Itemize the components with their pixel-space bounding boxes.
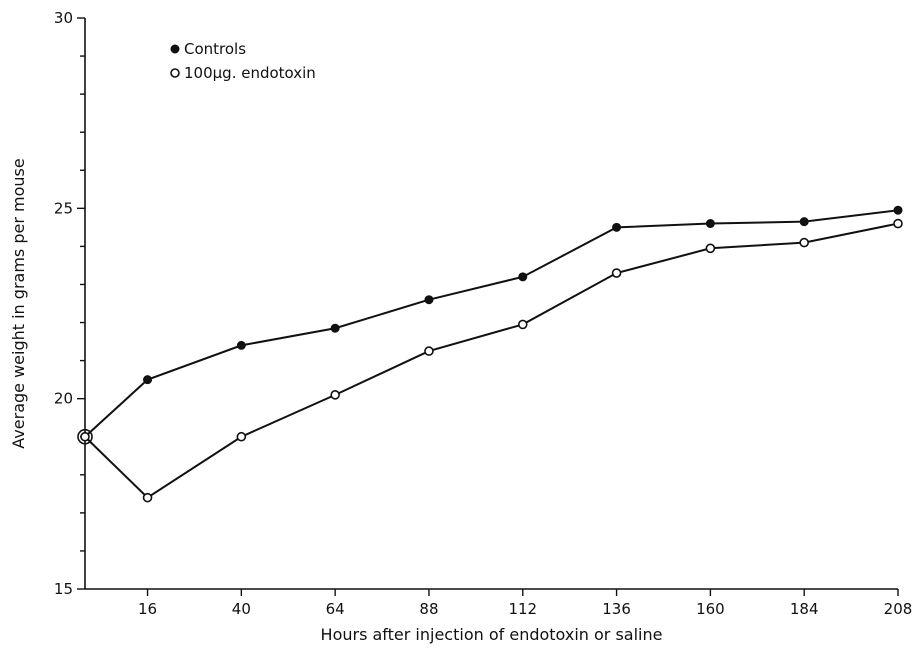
data-point xyxy=(518,272,528,282)
data-point xyxy=(517,319,528,330)
data-point xyxy=(143,375,153,385)
series-endotoxin xyxy=(80,218,903,503)
series-line xyxy=(84,222,899,499)
data-point xyxy=(799,217,809,227)
legend-marker xyxy=(170,68,180,78)
legend-marker xyxy=(170,44,180,54)
series-line xyxy=(84,209,899,438)
data-point xyxy=(424,295,434,305)
axes xyxy=(84,18,898,590)
data-point xyxy=(893,205,903,215)
legend-label: 100µg. endotoxin xyxy=(184,64,316,82)
x-tick-label: 112 xyxy=(508,600,537,618)
series-controls xyxy=(80,205,903,442)
data-point xyxy=(705,243,716,254)
series-group xyxy=(77,205,903,503)
y-axis-title: Average weight in grams per mouse xyxy=(9,158,28,448)
x-tick-label: 88 xyxy=(419,600,438,618)
x-tick-label: 208 xyxy=(884,600,913,618)
data-point xyxy=(611,268,622,278)
shared-start-marker xyxy=(77,428,93,445)
legend: Controls 100µg. endotoxin xyxy=(170,40,316,82)
x-axis-title: Hours after injection of endotoxin or sa… xyxy=(321,625,663,644)
data-point xyxy=(142,492,153,503)
data-point xyxy=(612,222,622,232)
x-tick-label: 16 xyxy=(138,600,157,618)
y-tick-label: 25 xyxy=(54,199,73,217)
y-tick-label: 20 xyxy=(54,390,73,408)
x-tick-label: 136 xyxy=(602,600,631,618)
data-point xyxy=(893,218,903,229)
y-axis-ticks: 15 20 25 30 xyxy=(54,9,85,598)
data-point xyxy=(705,219,715,229)
y-tick-label: 15 xyxy=(54,580,73,598)
x-tick-label: 64 xyxy=(326,600,345,618)
data-point xyxy=(80,431,90,442)
x-tick-label: 184 xyxy=(790,600,819,618)
data-point xyxy=(236,340,246,350)
data-point xyxy=(799,237,809,248)
x-tick-label: 160 xyxy=(696,600,725,618)
data-point xyxy=(424,346,434,356)
y-tick-label: 30 xyxy=(54,9,73,27)
data-point xyxy=(330,323,340,333)
data-point xyxy=(330,390,340,400)
legend-label: Controls xyxy=(184,40,246,58)
x-axis-ticks: 16 40 64 88 112 136 160 184 208 xyxy=(138,589,912,618)
x-tick-label: 40 xyxy=(232,600,251,618)
data-point xyxy=(236,431,247,442)
